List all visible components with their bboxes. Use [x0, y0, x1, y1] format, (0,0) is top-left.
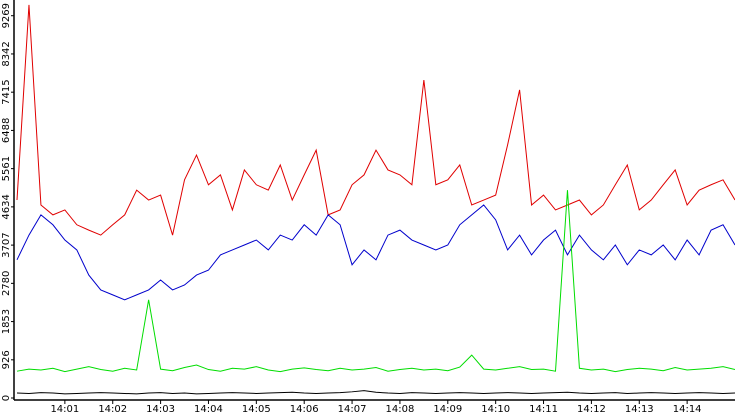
- y-tick-label: 1853: [1, 309, 12, 334]
- x-tick-label: 14:06: [290, 404, 319, 415]
- series-line: [16, 204, 735, 301]
- y-tick-label: 926: [1, 350, 12, 369]
- x-tick-label: 14:05: [242, 404, 271, 415]
- series-line: [16, 190, 735, 373]
- x-tick-label: 14:14: [673, 404, 702, 415]
- x-tick-label: 14:12: [577, 404, 606, 415]
- series-line: [16, 390, 735, 395]
- y-tick-label: 7415: [1, 79, 12, 104]
- x-tick-label: 14:10: [481, 404, 510, 415]
- x-tick-label: 14:08: [386, 404, 415, 415]
- y-tick-label: 3707: [1, 232, 12, 257]
- y-tick-label: 4634: [1, 194, 12, 219]
- y-tick-label: 6488: [1, 118, 12, 143]
- x-tick-label: 14:13: [625, 404, 654, 415]
- x-tick-label: 14:07: [338, 404, 367, 415]
- x-tick-label: 14:11: [529, 404, 558, 415]
- y-tick-label: 5561: [1, 156, 12, 181]
- x-tick-label: 14:04: [194, 404, 223, 415]
- series-line: [16, 4, 735, 236]
- y-tick-label: 0: [1, 395, 12, 401]
- y-tick-label: 9269: [1, 3, 12, 28]
- y-tick-label: 2780: [1, 271, 12, 296]
- x-tick-label: 14:01: [50, 404, 79, 415]
- x-tick-label: 14:03: [146, 404, 175, 415]
- x-tick-label: 14:02: [98, 404, 127, 415]
- x-tick-label: 14:09: [433, 404, 462, 415]
- y-tick-label: 8342: [1, 41, 12, 66]
